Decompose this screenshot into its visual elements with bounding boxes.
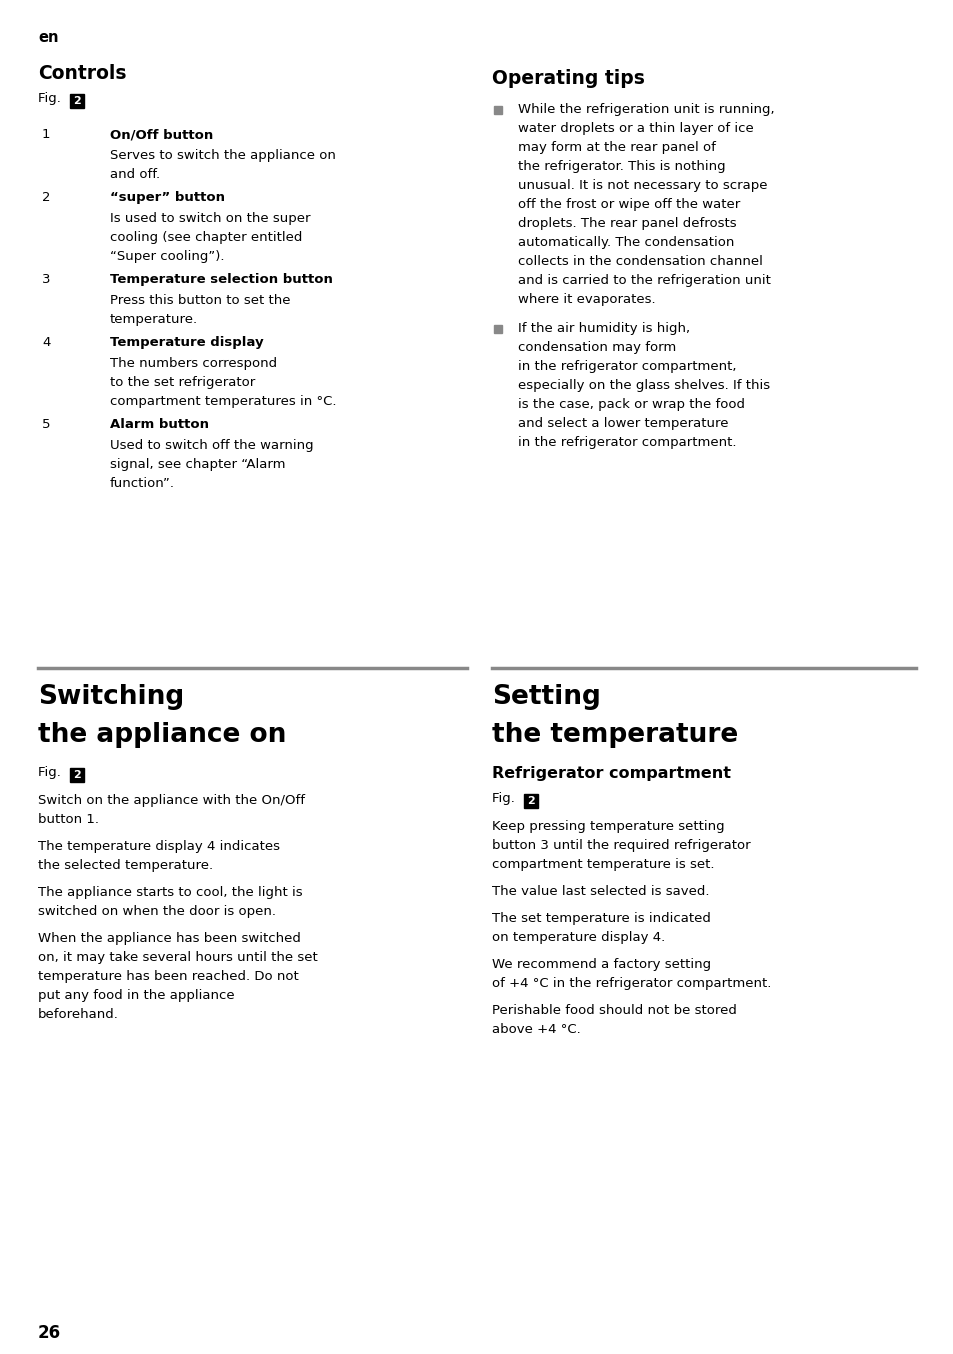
Text: above +4 °C.: above +4 °C. bbox=[492, 1024, 580, 1036]
Text: 1: 1 bbox=[42, 129, 51, 141]
Text: put any food in the appliance: put any food in the appliance bbox=[38, 988, 234, 1002]
Text: droplets. The rear panel defrosts: droplets. The rear panel defrosts bbox=[517, 217, 736, 230]
Text: off the frost or wipe off the water: off the frost or wipe off the water bbox=[517, 198, 740, 211]
Text: The set temperature is indicated: The set temperature is indicated bbox=[492, 913, 710, 925]
Text: is the case, pack or wrap the food: is the case, pack or wrap the food bbox=[517, 398, 744, 412]
Text: function”.: function”. bbox=[110, 477, 174, 490]
FancyBboxPatch shape bbox=[494, 325, 501, 333]
Text: the refrigerator. This is nothing: the refrigerator. This is nothing bbox=[517, 160, 725, 173]
Text: on temperature display 4.: on temperature display 4. bbox=[492, 932, 664, 944]
Text: automatically. The condensation: automatically. The condensation bbox=[517, 236, 734, 249]
Text: of +4 °C in the refrigerator compartment.: of +4 °C in the refrigerator compartment… bbox=[492, 978, 771, 990]
Text: Switch on the appliance with the On/Off: Switch on the appliance with the On/Off bbox=[38, 793, 305, 807]
Text: Is used to switch on the super: Is used to switch on the super bbox=[110, 213, 310, 225]
Text: signal, see chapter “Alarm: signal, see chapter “Alarm bbox=[110, 458, 285, 471]
Text: may form at the rear panel of: may form at the rear panel of bbox=[517, 141, 715, 154]
Text: While the refrigeration unit is running,: While the refrigeration unit is running, bbox=[517, 103, 774, 116]
Text: Alarm button: Alarm button bbox=[110, 418, 209, 431]
Text: condensation may form: condensation may form bbox=[517, 341, 676, 353]
Text: Temperature selection button: Temperature selection button bbox=[110, 274, 333, 286]
Text: The temperature display 4 indicates: The temperature display 4 indicates bbox=[38, 839, 280, 853]
Text: button 1.: button 1. bbox=[38, 812, 99, 826]
Text: button 3 until the required refrigerator: button 3 until the required refrigerator bbox=[492, 839, 750, 852]
Text: especially on the glass shelves. If this: especially on the glass shelves. If this bbox=[517, 379, 769, 393]
Text: Fig.: Fig. bbox=[38, 92, 65, 106]
Text: 2: 2 bbox=[42, 191, 51, 204]
Text: the temperature: the temperature bbox=[492, 722, 738, 747]
Text: Switching: Switching bbox=[38, 684, 184, 709]
FancyBboxPatch shape bbox=[494, 106, 501, 114]
Text: and select a lower temperature: and select a lower temperature bbox=[517, 417, 728, 431]
Text: When the appliance has been switched: When the appliance has been switched bbox=[38, 932, 300, 945]
Text: Controls: Controls bbox=[38, 64, 127, 83]
Text: Serves to switch the appliance on: Serves to switch the appliance on bbox=[110, 149, 335, 162]
Text: where it evaporates.: where it evaporates. bbox=[517, 292, 655, 306]
Text: The appliance starts to cool, the light is: The appliance starts to cool, the light … bbox=[38, 886, 302, 899]
Text: 26: 26 bbox=[38, 1324, 61, 1342]
Text: Press this button to set the: Press this button to set the bbox=[110, 294, 291, 307]
FancyBboxPatch shape bbox=[70, 768, 84, 783]
Text: Keep pressing temperature setting: Keep pressing temperature setting bbox=[492, 821, 724, 833]
Text: switched on when the door is open.: switched on when the door is open. bbox=[38, 904, 275, 918]
Text: temperature.: temperature. bbox=[110, 313, 198, 326]
Text: On/Off button: On/Off button bbox=[110, 129, 213, 141]
Text: in the refrigerator compartment,: in the refrigerator compartment, bbox=[517, 360, 736, 372]
FancyBboxPatch shape bbox=[70, 93, 84, 108]
Text: Operating tips: Operating tips bbox=[492, 69, 644, 88]
Text: The numbers correspond: The numbers correspond bbox=[110, 357, 276, 370]
Text: Perishable food should not be stored: Perishable food should not be stored bbox=[492, 1005, 736, 1017]
Text: on, it may take several hours until the set: on, it may take several hours until the … bbox=[38, 951, 317, 964]
Text: collects in the condensation channel: collects in the condensation channel bbox=[517, 255, 762, 268]
Text: the appliance on: the appliance on bbox=[38, 722, 286, 747]
Text: Refrigerator compartment: Refrigerator compartment bbox=[492, 766, 730, 781]
Text: 4: 4 bbox=[42, 336, 51, 349]
Text: and is carried to the refrigeration unit: and is carried to the refrigeration unit bbox=[517, 274, 770, 287]
Text: “super” button: “super” button bbox=[110, 191, 225, 204]
Text: Used to switch off the warning: Used to switch off the warning bbox=[110, 439, 314, 452]
Text: We recommend a factory setting: We recommend a factory setting bbox=[492, 959, 710, 971]
Text: Fig.: Fig. bbox=[492, 792, 518, 806]
Text: compartment temperature is set.: compartment temperature is set. bbox=[492, 858, 714, 871]
Text: compartment temperatures in °C.: compartment temperatures in °C. bbox=[110, 395, 336, 408]
Text: to the set refrigerator: to the set refrigerator bbox=[110, 376, 255, 389]
Text: cooling (see chapter entitled: cooling (see chapter entitled bbox=[110, 232, 302, 244]
Text: The value last selected is saved.: The value last selected is saved. bbox=[492, 886, 709, 898]
Text: 3: 3 bbox=[42, 274, 51, 286]
Text: 5: 5 bbox=[42, 418, 51, 431]
Text: “Super cooling”).: “Super cooling”). bbox=[110, 250, 224, 263]
Text: beforehand.: beforehand. bbox=[38, 1007, 119, 1021]
FancyBboxPatch shape bbox=[523, 793, 537, 808]
Text: 2: 2 bbox=[73, 770, 81, 780]
Text: Setting: Setting bbox=[492, 684, 600, 709]
Text: 2: 2 bbox=[527, 796, 535, 806]
Text: in the refrigerator compartment.: in the refrigerator compartment. bbox=[517, 436, 736, 450]
Text: Fig.: Fig. bbox=[38, 766, 65, 779]
Text: and off.: and off. bbox=[110, 168, 160, 181]
Text: the selected temperature.: the selected temperature. bbox=[38, 858, 213, 872]
Text: 2: 2 bbox=[73, 96, 81, 106]
Text: Temperature display: Temperature display bbox=[110, 336, 263, 349]
Text: en: en bbox=[38, 30, 58, 45]
Text: If the air humidity is high,: If the air humidity is high, bbox=[517, 322, 689, 334]
Text: temperature has been reached. Do not: temperature has been reached. Do not bbox=[38, 969, 298, 983]
Text: water droplets or a thin layer of ice: water droplets or a thin layer of ice bbox=[517, 122, 753, 135]
Text: unusual. It is not necessary to scrape: unusual. It is not necessary to scrape bbox=[517, 179, 767, 192]
